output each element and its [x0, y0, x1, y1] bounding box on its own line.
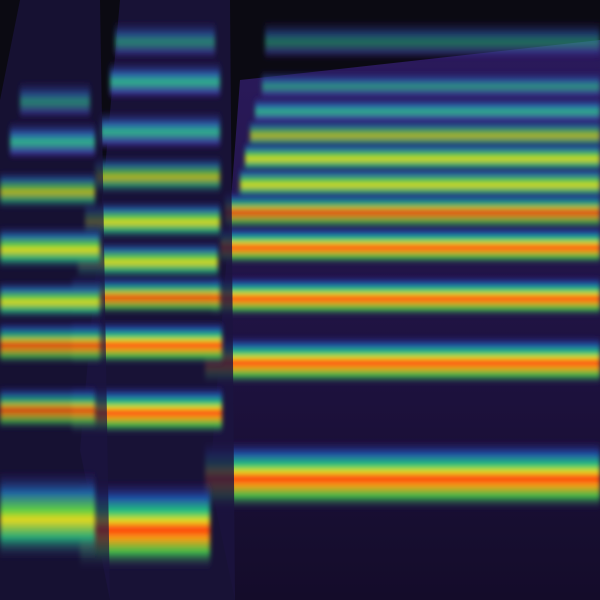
- band: [85, 200, 220, 240]
- band: [205, 440, 600, 510]
- band: [220, 225, 600, 265]
- band: [10, 120, 95, 160]
- band: [265, 20, 600, 60]
- band: [0, 470, 95, 560]
- band: [212, 275, 600, 317]
- band: [0, 320, 100, 365]
- band: [20, 80, 90, 120]
- band: [0, 225, 100, 270]
- band: [95, 155, 220, 195]
- band: [115, 20, 215, 60]
- band: [110, 60, 220, 100]
- band: [100, 110, 220, 150]
- band: [0, 170, 95, 210]
- middle-block: [72, 0, 235, 600]
- bands: [205, 20, 600, 510]
- right-block: [205, 20, 600, 600]
- band: [0, 385, 95, 430]
- band: [0, 280, 100, 320]
- bands: [0, 80, 100, 560]
- left-block: [0, 0, 110, 600]
- band: [225, 190, 600, 230]
- band: [205, 335, 600, 385]
